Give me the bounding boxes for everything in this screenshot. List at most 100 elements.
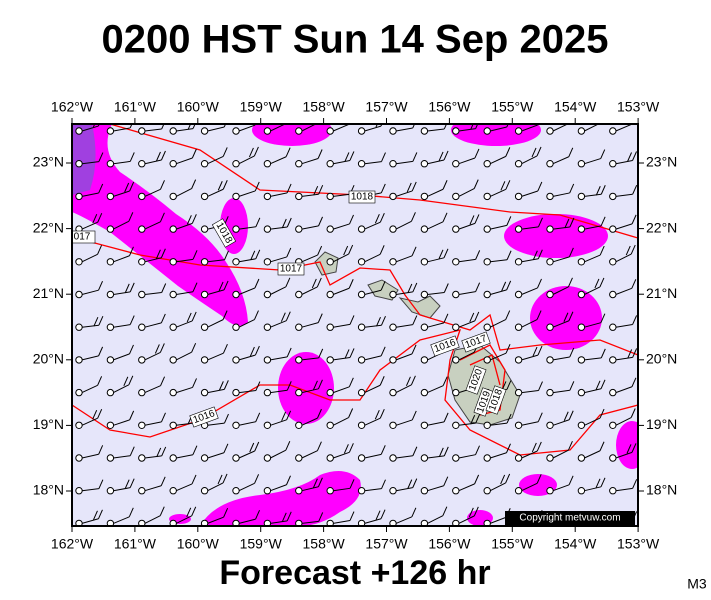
barb-staff [333,356,351,361]
barb-flag [222,343,228,354]
barb-staff [113,455,131,459]
barb-staff [207,126,225,132]
longitude-label: 154°W [554,99,597,115]
barb-flag [536,474,542,484]
barb-staff [207,516,224,524]
barb-station [514,454,523,462]
barb-staff [395,419,413,426]
barb-flag [505,147,511,157]
barb-station [169,225,177,233]
barb-station [609,258,617,266]
barb-station [357,258,366,266]
barb-station [106,160,115,168]
barb-flag [630,408,636,418]
barb-station [326,519,334,526]
barb-station [326,160,334,168]
barb-staff [364,453,382,459]
barb-flag [124,479,130,489]
barb-staff [81,324,99,328]
barb-staff [521,124,538,132]
barb-staff [615,323,633,328]
longitude-label: 157°W [365,536,408,552]
barb-station [169,160,177,168]
isobar-label-box [485,385,507,415]
barb-staff [647,325,664,327]
barb-station [483,225,491,233]
barb-station [295,127,303,135]
barb-staff [301,254,318,263]
barb-staff [490,224,507,230]
barb-staff [584,225,602,230]
rain-area [278,352,334,424]
barb-staff [458,222,476,230]
barb-flag [411,181,417,192]
barb-station [452,225,460,233]
barb-staff [552,484,570,492]
barb-staff [552,320,570,328]
barb-flag [129,315,135,325]
barb-station [232,127,240,135]
barb-staff [270,419,287,426]
barb-staff [427,421,445,426]
barb-flag [474,148,480,159]
barb-flag [255,381,261,391]
barb-station [326,454,334,462]
barb-staff [395,487,413,492]
barb-flag [659,317,663,326]
barb-station [200,519,209,526]
barb-station [263,160,272,168]
barb-flag [281,218,287,229]
barb-staff [270,226,288,230]
barb-station [169,388,177,397]
barb-flag [412,446,418,456]
barb-station [452,127,460,135]
barb-station [546,258,554,266]
barb-staff [364,488,382,492]
barb-flag [349,315,355,325]
barb-flag [468,507,474,518]
barb-flag [475,445,480,455]
barb-station [75,421,83,429]
barb-flag [631,443,637,453]
barb-staff [176,386,193,394]
barb-staff [81,355,99,361]
barb-station [200,127,209,135]
barb-flag [631,377,637,387]
barb-station [483,192,491,201]
barb-station [483,421,491,429]
barb-flag [442,212,448,223]
barb-station [169,127,177,135]
barb-flag [506,380,512,390]
barb-flag [348,443,354,453]
barb-staff [395,324,413,328]
barb-flag [568,475,574,486]
barb-station [546,160,554,168]
barb-station [295,225,303,233]
barb-staff [458,157,476,165]
barb-flag [443,248,449,259]
barb-station [75,290,83,299]
barb-station [200,487,209,495]
barb-station [138,356,146,364]
barb-staff [489,319,506,328]
barb-staff [333,287,350,295]
barb-staff [521,155,538,165]
barb-station [138,421,146,429]
barb-station [609,356,617,364]
barb-flag [98,445,104,455]
barb-staff [175,515,192,524]
barb-staff [333,487,351,492]
barb-flag [349,511,355,521]
isobar-label-box [465,365,487,395]
barb-staff [584,486,602,492]
barb-station [326,487,334,495]
barb-staff [113,487,131,492]
barb-flag [474,311,480,322]
barb-staff [427,221,444,230]
barb-staff [584,254,601,263]
barb-flag [344,152,350,162]
barb-station [263,356,272,364]
barb-station [326,127,334,135]
barb-flag [663,376,667,385]
barb-flag [443,412,449,423]
